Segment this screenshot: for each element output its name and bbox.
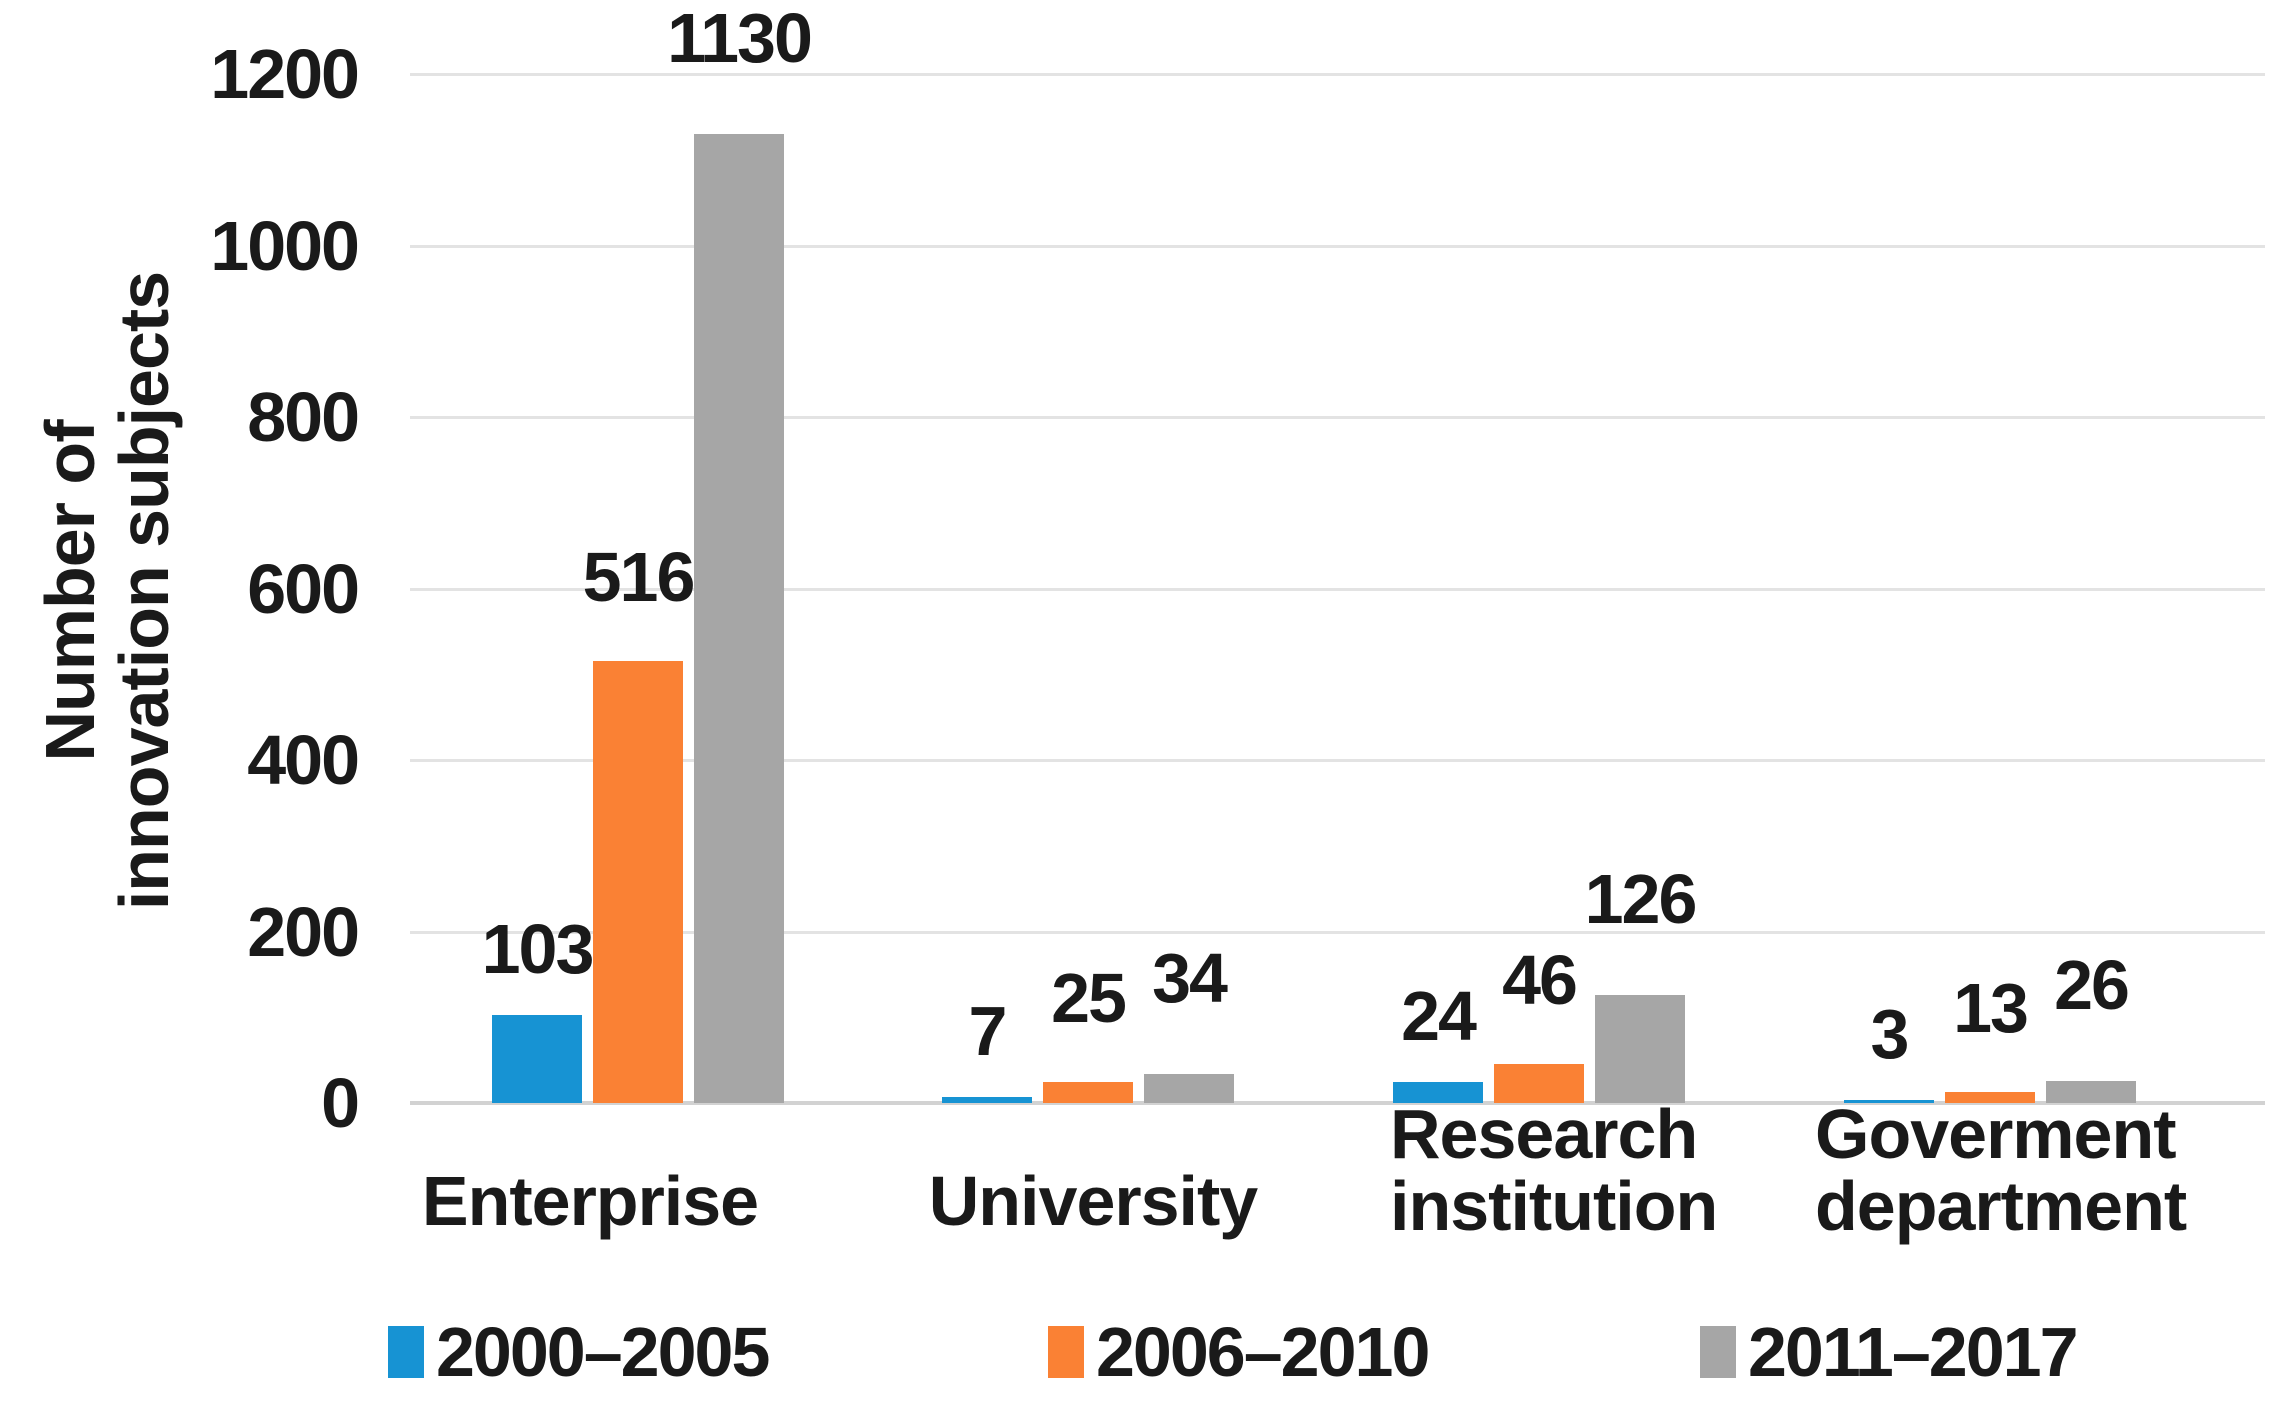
bar-value-label: 34 — [1152, 939, 1228, 1017]
gridline-1200 — [410, 73, 2265, 76]
bar-2011–2017-3 — [2046, 1081, 2136, 1103]
category-label-goverment: Goverment department — [1815, 1095, 2187, 1245]
bar-2006–2010-1 — [1043, 1082, 1133, 1103]
legend-label: 2000–2005 — [436, 1313, 770, 1391]
bar-value-label: 103 — [481, 910, 595, 988]
bar-value-label: 1130 — [667, 0, 813, 77]
y-tick-label-800: 800 — [247, 378, 360, 456]
gridline-400 — [410, 759, 2265, 762]
bar-value-label: 7 — [968, 992, 1008, 1070]
legend-label: 2011–2017 — [1748, 1313, 2079, 1391]
bar-2006–2010-2 — [1494, 1064, 1584, 1103]
gridline-600 — [410, 588, 2265, 591]
legend-swatch-orange — [1048, 1326, 1084, 1378]
bar-value-label: 24 — [1401, 977, 1477, 1055]
category-label-line: Research — [1390, 1095, 1698, 1173]
bar-2000–2005-1 — [942, 1097, 1032, 1103]
category-label-enterprise: Enterprise — [290, 1165, 890, 1237]
category-label-research: Research institution — [1390, 1095, 1718, 1245]
bar-value-label: 25 — [1051, 959, 1127, 1037]
y-tick-label-600: 600 — [247, 550, 360, 628]
category-label-line: University — [928, 1162, 1258, 1240]
x-axis-line — [410, 1101, 2265, 1105]
category-label-line: department — [1815, 1167, 2187, 1245]
category-label-line: Enterprise — [421, 1162, 759, 1240]
bar-value-label: 516 — [582, 538, 696, 616]
gridline-800 — [410, 416, 2265, 419]
bar-2000–2005-0 — [492, 1015, 582, 1103]
legend-item-2011-2017: 2011–2017 — [1700, 1313, 2079, 1391]
y-tick-label-400: 400 — [247, 721, 360, 799]
bar-value-label: 13 — [1953, 969, 2029, 1047]
bar-2000–2005-3 — [1844, 1100, 1934, 1103]
legend-item-2000-2005: 2000–2005 — [388, 1313, 770, 1391]
bar-2006–2010-3 — [1945, 1092, 2035, 1103]
category-label-university: University — [793, 1165, 1393, 1237]
bar-2011–2017-2 — [1595, 995, 1685, 1103]
y-tick-label-200: 200 — [247, 893, 360, 971]
bar-value-label: 126 — [1584, 860, 1698, 938]
bar-2006–2010-0 — [593, 661, 683, 1103]
legend-swatch-gray — [1700, 1326, 1736, 1378]
bar-2011–2017-0 — [694, 134, 784, 1103]
y-tick-label-1200: 1200 — [210, 35, 360, 113]
legend-item-2006-2010: 2006–2010 — [1048, 1313, 1430, 1391]
category-label-line: institution — [1390, 1167, 1718, 1245]
bar-value-label: 46 — [1502, 941, 1578, 1019]
y-tick-label-1000: 1000 — [210, 207, 360, 285]
bar-2011–2017-1 — [1144, 1074, 1234, 1103]
bar-value-label: 26 — [2054, 946, 2130, 1024]
gridline-1000 — [410, 245, 2265, 248]
gridline-200 — [410, 931, 2265, 934]
bar-value-label: 3 — [1870, 995, 1910, 1073]
category-label-line: Goverment — [1815, 1095, 2177, 1173]
y-tick-label-0: 0 — [321, 1064, 360, 1142]
legend-swatch-blue — [388, 1326, 424, 1378]
bar-2000–2005-2 — [1393, 1082, 1483, 1103]
legend-label: 2006–2010 — [1096, 1313, 1430, 1391]
